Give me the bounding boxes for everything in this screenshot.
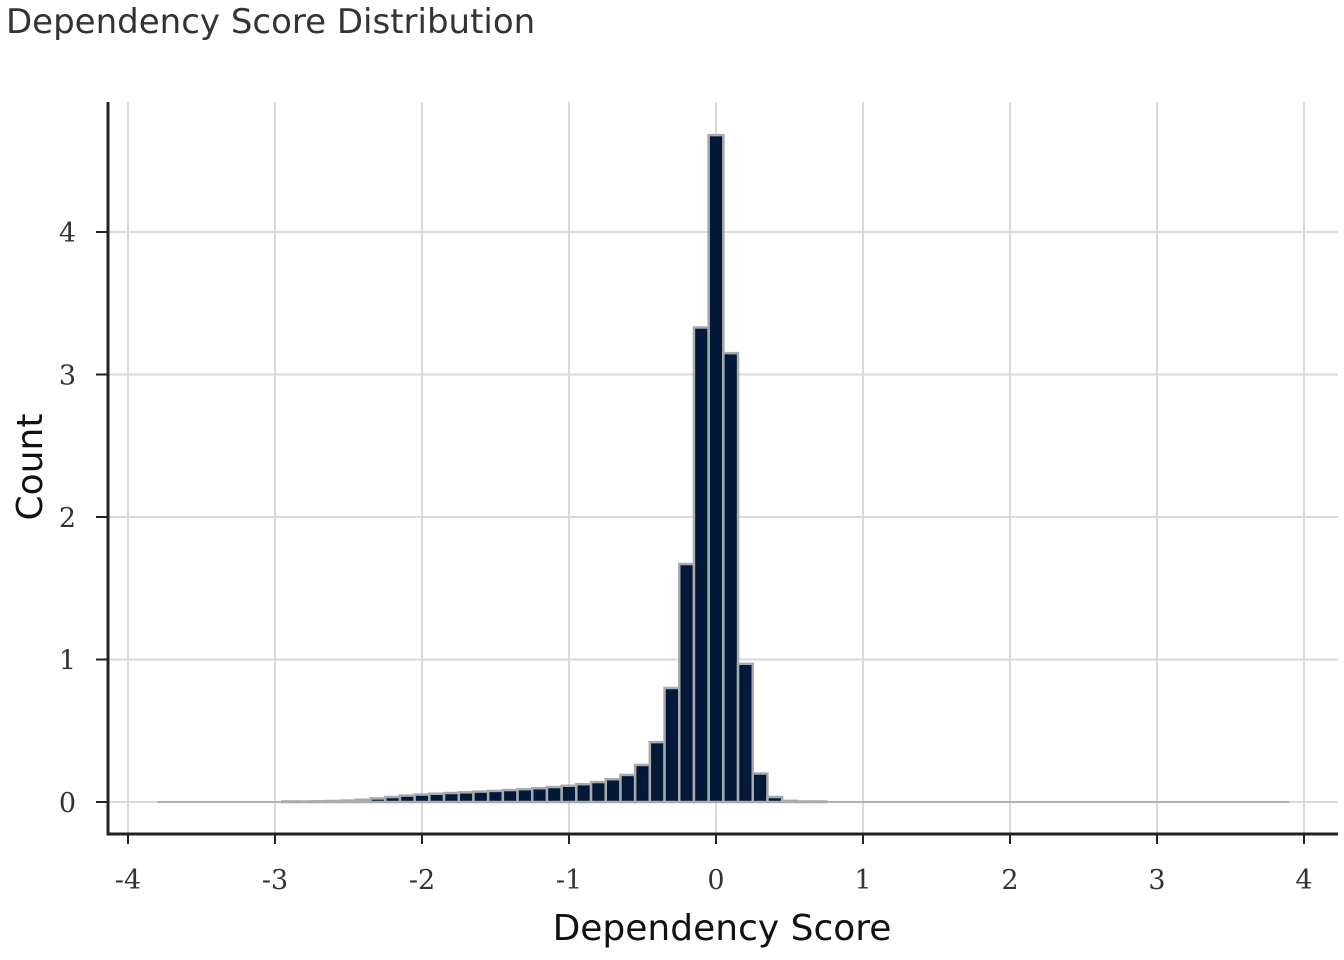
x-axis-title: Dependency Score: [553, 908, 892, 949]
x-tick-label: -2: [409, 865, 435, 896]
histogram-bar: [428, 792, 446, 804]
histogram-bar: [648, 740, 666, 804]
histogram-bar: [457, 791, 475, 804]
y-axis-title: Count: [10, 414, 51, 521]
histogram-bar: [310, 800, 328, 804]
histogram-bar: [678, 562, 696, 804]
x-tick-label: 0: [707, 865, 724, 896]
y-tick-label: 2: [59, 503, 76, 534]
histogram-bar: [339, 799, 358, 804]
histogram-bar: [369, 797, 387, 804]
histogram-bar: [751, 772, 769, 804]
histogram-bar: [281, 800, 299, 804]
x-tick-label: -1: [556, 865, 582, 896]
histogram-bar: [575, 782, 593, 804]
histogram-bar: [736, 662, 754, 804]
histogram-bar: [325, 799, 343, 804]
histogram-bar: [531, 786, 549, 804]
x-tick-label: -4: [115, 865, 141, 896]
histogram-bar: [589, 780, 607, 804]
histogram-bar: [545, 785, 563, 804]
histogram-bar: [486, 789, 505, 804]
x-tick-label: 2: [1001, 865, 1018, 896]
x-tick-label: 3: [1148, 865, 1165, 896]
histogram-bar: [384, 795, 402, 804]
y-tick-label: 3: [59, 361, 76, 392]
histogram-bar: [766, 795, 784, 804]
histogram-bar: [501, 788, 519, 804]
chart-title: Dependency Score Distribution: [6, 2, 536, 42]
histogram-bars: [157, 133, 1290, 804]
histogram-bar: [633, 763, 652, 804]
x-tick-label: 1: [854, 865, 871, 896]
histogram-bar: [413, 793, 431, 804]
y-tick-label: 0: [59, 788, 76, 819]
histogram-bar: [398, 794, 416, 804]
histogram-bar: [722, 351, 740, 804]
x-tick-label: -3: [262, 865, 288, 896]
x-tick-label: 4: [1295, 865, 1312, 896]
x-axis-ticks: -4 -3 -2 -1 0 1 2 3 4: [115, 834, 1313, 896]
histogram-bar: [707, 133, 725, 804]
histogram-bar: [619, 773, 637, 804]
axes: [106, 102, 1338, 836]
histogram-bar: [795, 800, 813, 804]
histogram-bar: [295, 800, 313, 804]
y-tick-label: 4: [59, 218, 76, 249]
histogram-bar: [692, 326, 710, 804]
histogram-bar: [516, 787, 534, 804]
histogram-bar: [810, 800, 828, 804]
histogram-bar: [560, 784, 578, 804]
histogram-bar: [663, 686, 681, 804]
histogram-bar: [354, 798, 372, 804]
histogram-bar: [472, 790, 490, 804]
histogram-bar: [442, 791, 460, 804]
y-axis-ticks: 0 1 2 3 4: [59, 218, 108, 819]
y-tick-label: 1: [59, 646, 76, 677]
histogram-bar: [780, 799, 799, 804]
histogram-bar: [604, 777, 622, 804]
